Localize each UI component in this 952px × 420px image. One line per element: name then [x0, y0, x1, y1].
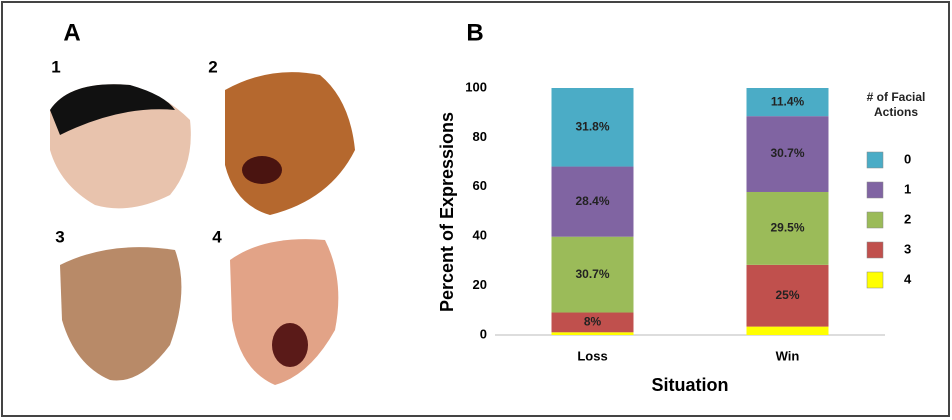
legend-swatch [867, 182, 883, 198]
legend-swatch [867, 212, 883, 228]
value-label: 25% [775, 288, 799, 302]
legend-label: 0 [904, 151, 911, 166]
face-image [225, 72, 355, 215]
face-number: 2 [208, 57, 217, 76]
legend-label: 2 [904, 211, 911, 226]
legend-swatch [867, 242, 883, 258]
y-tick-label: 60 [473, 178, 487, 193]
y-tick-label: 40 [473, 228, 487, 243]
value-label: 8% [584, 315, 602, 329]
figure: A B 1 2 3 4 Percent of Expressions Situa… [0, 0, 952, 420]
legend-title: # of Facial Actions [850, 90, 942, 120]
face-image [60, 247, 181, 380]
x-axis-label: Situation [652, 375, 729, 395]
y-axis-label: Percent of Expressions [437, 112, 457, 312]
face-number: 1 [51, 57, 60, 76]
face-number: 3 [55, 227, 64, 246]
face-image [242, 156, 282, 184]
legend-swatch [867, 272, 883, 288]
y-tick-label: 20 [473, 277, 487, 292]
y-tick-label: 80 [473, 129, 487, 144]
x-tick-label: Win [776, 348, 800, 363]
x-tick-label: Loss [577, 348, 607, 363]
face-image [272, 323, 308, 367]
chart: A B 1 2 3 4 Percent of Expressions Situa… [0, 0, 952, 420]
value-label: 30.7% [575, 267, 609, 281]
face-number: 4 [212, 227, 222, 246]
legend-label: 1 [904, 181, 911, 196]
value-label: 30.7% [770, 146, 804, 160]
value-label: 31.8% [575, 119, 609, 133]
y-tick-label: 100 [465, 79, 487, 94]
panel-label: A [63, 19, 80, 46]
legend-label: 3 [904, 241, 911, 256]
value-label: 29.5% [770, 221, 804, 235]
legend-swatch [867, 152, 883, 168]
value-label: 11.4% [771, 94, 805, 108]
legend-label: 4 [904, 271, 912, 286]
value-label: 28.4% [575, 194, 609, 208]
panel-label: B [466, 19, 483, 46]
y-tick-label: 0 [480, 326, 487, 341]
bar-segment [747, 327, 829, 335]
bar-segment [552, 332, 634, 335]
